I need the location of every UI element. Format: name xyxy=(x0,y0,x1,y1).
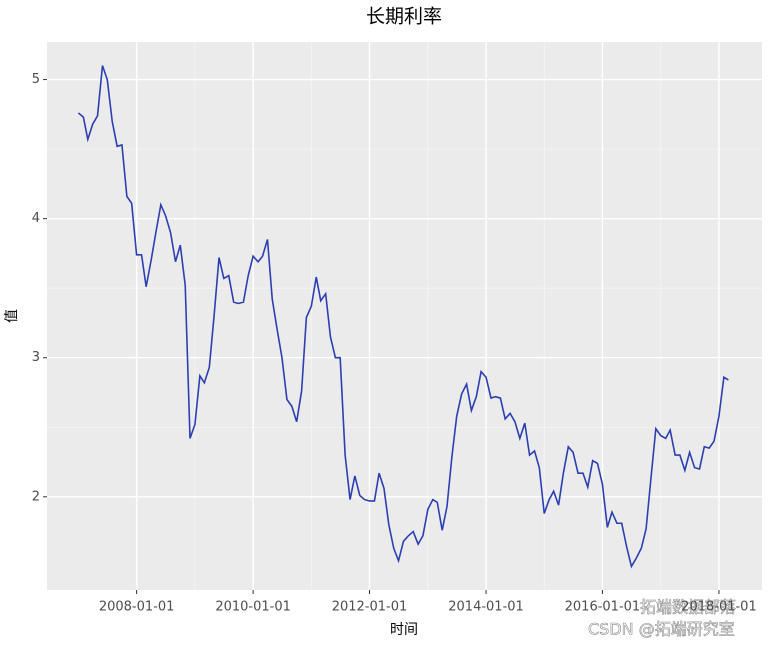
y-tick-label: 3 xyxy=(32,350,40,365)
line xyxy=(77,65,729,569)
panel xyxy=(47,42,762,590)
y-axis-label: 值 xyxy=(4,309,20,323)
y-tick-label: 4 xyxy=(32,211,40,226)
x-axis-label: 时间 xyxy=(390,622,418,638)
x-tick-label: 2010-01-01 xyxy=(215,600,291,615)
x-tick-label: 2016-01-01 xyxy=(565,600,641,615)
marks xyxy=(77,65,729,569)
watermark: CSDN @拓端研究室 xyxy=(588,620,735,639)
y-tick-label: 2 xyxy=(32,489,40,504)
x-tick-label: 2012-01-01 xyxy=(332,600,408,615)
y-tick-label: 5 xyxy=(32,72,40,87)
watermark: 拓端数据部落 xyxy=(640,598,736,617)
chart-title: 长期利率 xyxy=(366,6,442,28)
x-tick-label: 2018-01-01 xyxy=(681,600,757,615)
x-tick-label: 2008-01-01 xyxy=(99,600,175,615)
x-tick-label: 2014-01-01 xyxy=(448,600,524,615)
